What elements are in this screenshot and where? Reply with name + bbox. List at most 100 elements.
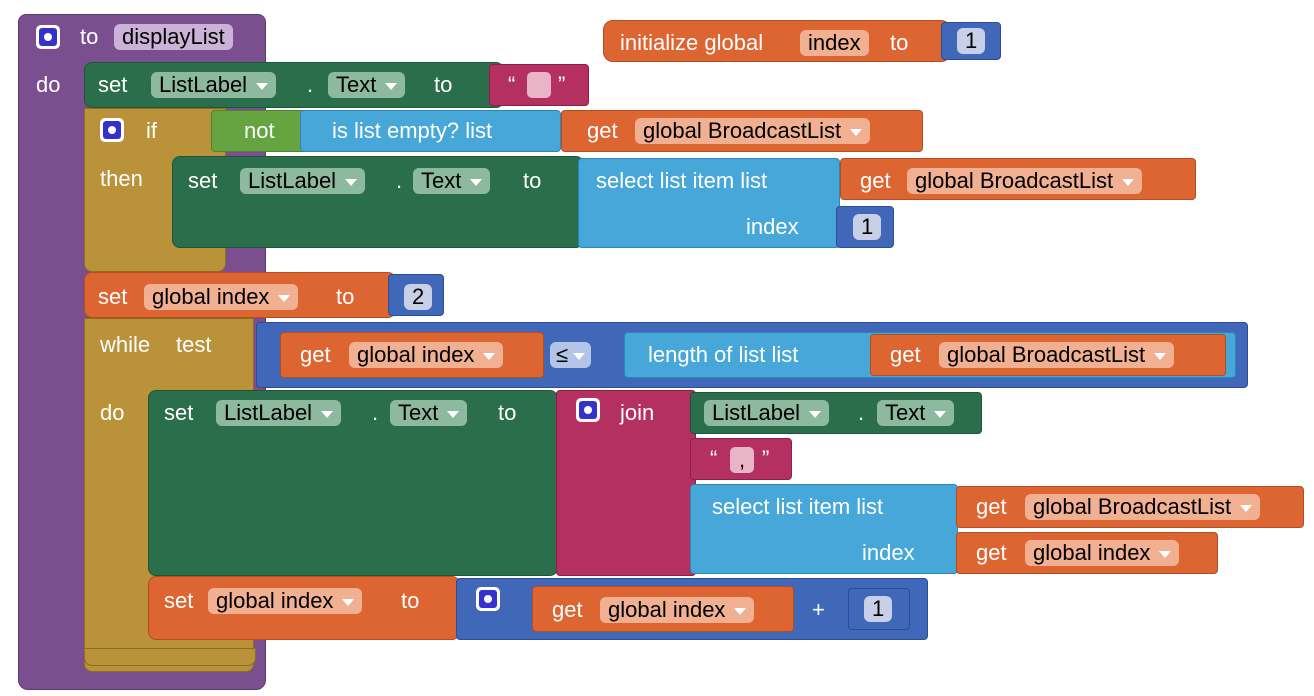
chevron-down-icon (470, 179, 482, 186)
while-component-label: ListLabel (224, 400, 312, 425)
chevron-down-icon (573, 353, 585, 360)
not-label: not (244, 118, 275, 144)
chevron-down-icon (1159, 551, 1171, 558)
set1-dot: . (307, 72, 313, 98)
then-component-dropdown[interactable]: ListLabel (240, 168, 365, 194)
while-set-label: set (164, 400, 193, 426)
quote-close: ” (558, 72, 565, 98)
operator-dropdown[interactable]: ≤ (550, 342, 591, 368)
set1-property-label: Text (336, 72, 376, 97)
while-to-label: to (498, 400, 516, 426)
then-dot: . (396, 168, 402, 194)
get-label-4: get (976, 494, 1007, 520)
if-mutator-gear-icon[interactable] (100, 118, 124, 142)
get-label-6: get (552, 597, 583, 623)
chevron-down-icon (1154, 353, 1166, 360)
test-label: test (176, 332, 211, 358)
chevron-down-icon (345, 179, 357, 186)
procedure-do-label: do (36, 72, 60, 98)
set-index-set-label: set (98, 284, 127, 310)
increment-set-label: set (164, 588, 193, 614)
index-label-2: index (862, 540, 915, 566)
operator-label: ≤ (556, 342, 568, 367)
index-var-dropdown-2[interactable]: global index (1025, 540, 1179, 566)
index-label-1: index (746, 214, 799, 240)
chevron-down-icon (447, 411, 459, 418)
while-component-dropdown[interactable]: ListLabel (216, 400, 341, 426)
select-list-item-label-1: select list item list (596, 168, 767, 194)
chevron-down-icon (934, 411, 946, 418)
while-bottom-bar (84, 648, 256, 666)
chevron-down-icon (809, 411, 821, 418)
add-number-field[interactable]: 1 (864, 596, 892, 622)
number-field[interactable]: 1 (957, 28, 985, 54)
while-property-dropdown[interactable]: Text (390, 400, 467, 426)
get-label-3: get (890, 342, 921, 368)
chevron-down-icon (278, 295, 290, 302)
if-label: if (146, 118, 157, 144)
join-component-dropdown[interactable]: ListLabel (704, 400, 829, 426)
set-index-number-field[interactable]: 2 (404, 284, 432, 310)
get-label: get (587, 118, 618, 144)
join-component-label: ListLabel (712, 400, 800, 425)
set1-component-dropdown[interactable]: ListLabel (151, 72, 276, 98)
select-list-item-label-2: select list item list (712, 494, 883, 520)
increment-get-var-dropdown[interactable]: global index (600, 597, 754, 623)
set-index-to-label: to (336, 284, 354, 310)
chevron-down-icon (1240, 505, 1252, 512)
broadcastlist-var-label-3: global BroadcastList (947, 342, 1145, 367)
increment-to-label: to (401, 588, 419, 614)
get-label-5: get (976, 540, 1007, 566)
procedure-mutator-gear-icon[interactable] (36, 25, 60, 49)
comma-text-field[interactable]: , (730, 447, 754, 473)
join-property-label: Text (885, 400, 925, 425)
quote-open: “ (508, 72, 515, 98)
while-set-block[interactable] (148, 390, 558, 576)
while-do-label: do (100, 400, 124, 426)
set-index-var-label: global index (152, 284, 269, 309)
while-dot: . (372, 400, 378, 426)
broadcastlist-dropdown-4[interactable]: global BroadcastList (1025, 494, 1260, 520)
compare-var-dropdown[interactable]: global index (349, 342, 503, 368)
comma-quote-open: “ (710, 446, 717, 472)
compare-get-label: get (300, 342, 331, 368)
then-label: then (100, 166, 143, 192)
then-component-label: ListLabel (248, 168, 336, 193)
index-var-label-2: global index (1033, 540, 1150, 565)
plus-operator: + (812, 597, 825, 623)
index-number-field-1[interactable]: 1 (853, 214, 881, 240)
global-var-name-field[interactable]: index (800, 30, 869, 56)
procedure-name-field[interactable]: displayList (114, 24, 233, 50)
is-list-empty-label: is list empty? list (332, 118, 492, 144)
join-property-dropdown[interactable]: Text (877, 400, 954, 426)
chevron-down-icon (321, 411, 333, 418)
while-label: while (100, 332, 150, 358)
empty-text-field[interactable] (527, 72, 551, 98)
then-to-label: to (523, 168, 541, 194)
set1-property-dropdown[interactable]: Text (328, 72, 405, 98)
procedure-to-label: to (80, 24, 98, 50)
set1-component-label: ListLabel (159, 72, 247, 97)
chevron-down-icon (734, 608, 746, 615)
increment-var-dropdown[interactable]: global index (208, 588, 362, 614)
increment-var-label: global index (216, 588, 333, 613)
broadcastlist-dropdown-2[interactable]: global BroadcastList (907, 168, 1142, 194)
initialize-global-label: initialize global (620, 30, 763, 56)
while-property-label: Text (398, 400, 438, 425)
addition-mutator-gear-icon[interactable] (476, 587, 500, 611)
join-mutator-gear-icon[interactable] (576, 398, 600, 422)
then-property-label: Text (421, 168, 461, 193)
chevron-down-icon (1122, 179, 1134, 186)
broadcastlist-dropdown-1[interactable]: global BroadcastList (635, 118, 870, 144)
length-of-list-label: length of list list (648, 342, 798, 368)
broadcastlist-dropdown-3[interactable]: global BroadcastList (939, 342, 1174, 368)
chevron-down-icon (342, 599, 354, 606)
then-property-dropdown[interactable]: Text (413, 168, 490, 194)
set-index-var-dropdown[interactable]: global index (144, 284, 298, 310)
join-dot: . (858, 400, 864, 426)
chevron-down-icon (256, 83, 268, 90)
broadcastlist-var-label-4: global BroadcastList (1033, 494, 1231, 519)
increment-get-var-label: global index (608, 597, 725, 622)
get-label-2: get (860, 168, 891, 194)
join-label: join (620, 400, 654, 426)
